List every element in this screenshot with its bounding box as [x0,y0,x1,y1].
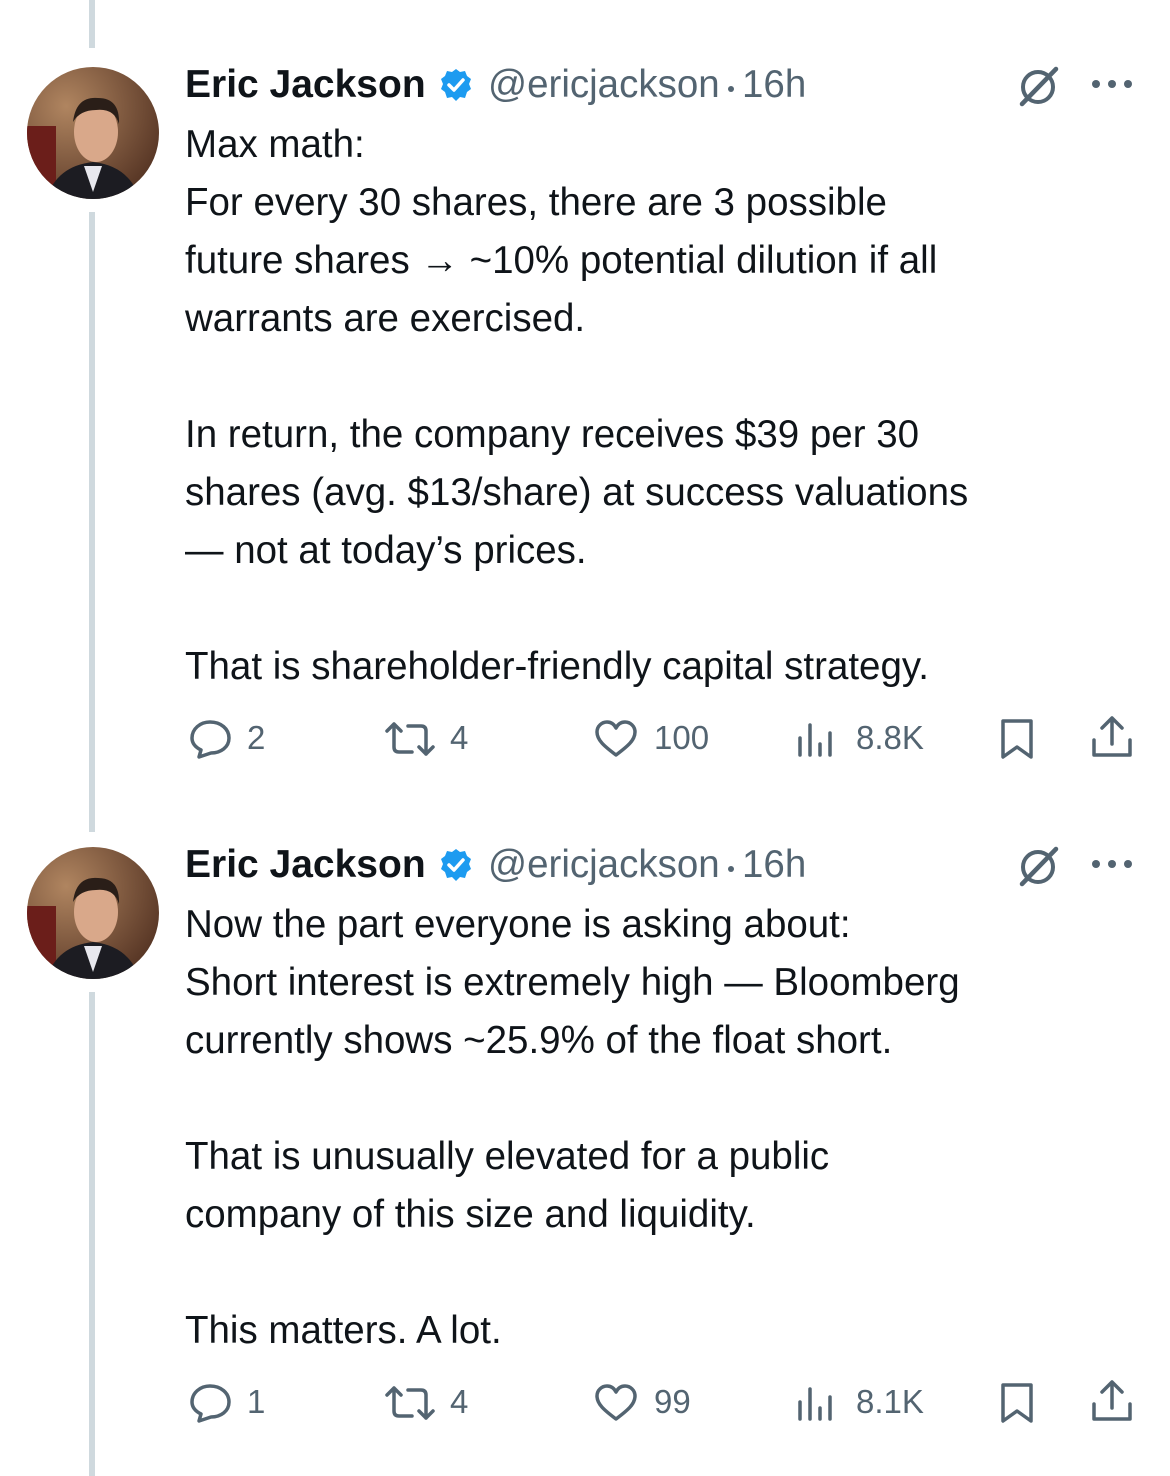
repost-count: 4 [450,1383,469,1420]
like-count: 99 [654,1383,691,1420]
like-icon[interactable] [594,720,638,758]
repost-icon[interactable] [384,721,436,757]
post-text-line: — not at today’s prices. [185,529,587,572]
post-text-line: warrants are exercised. [185,297,586,340]
post-text-line: company of this size and liquidity. [185,1193,756,1236]
views-icon[interactable] [796,1386,836,1422]
post-time: 16h [742,63,807,106]
views-icon[interactable] [796,722,836,758]
post-text-line: For every 30 shares, there are 3 possibl… [185,181,887,224]
post-text-line: future shares → ~10% potential dilution … [185,239,938,282]
verified-badge [441,849,471,881]
separator-dot [728,866,734,872]
post-text-line: In return, the company receives $39 per … [185,413,920,456]
author-handle[interactable]: @ericjackson [488,843,720,886]
separator-dot [728,86,734,92]
view-count: 8.1K [856,1383,924,1420]
repost-icon[interactable] [384,1385,436,1421]
share-icon[interactable] [1090,1380,1134,1424]
post-text-line: This matters. A lot. [185,1309,502,1352]
bookmark-icon[interactable] [1000,718,1034,760]
grok-icon[interactable] [1016,66,1060,107]
post-text-line: That is shareholder-friendly capital str… [185,645,929,688]
author-name: Eric Jackson [185,63,426,106]
share-icon[interactable] [1090,716,1134,760]
more-menu[interactable] [1090,858,1136,870]
like-count: 100 [654,719,710,756]
view-count: 8.8K [856,719,924,756]
author-handle[interactable]: @ericjackson [488,63,720,106]
more-menu[interactable] [1090,78,1136,90]
thread-line [89,212,95,832]
post-text-line: shares (avg. $13/share) at success valua… [185,471,969,514]
reply-icon[interactable] [190,719,232,759]
like-icon[interactable] [594,1384,638,1422]
thread-line [89,0,95,48]
author-name: Eric Jackson [185,843,426,886]
reply-count: 1 [247,1383,266,1420]
bookmark-icon[interactable] [1000,1382,1034,1424]
reply-icon[interactable] [190,1383,232,1423]
post-time: 16h [742,843,807,886]
post-text-line: That is unusually elevated for a public [185,1135,830,1178]
verified-badge [441,69,471,101]
post-text-line: currently shows ~25.9% of the float shor… [185,1019,893,1062]
post-text-line: Short interest is extremely high — Bloom… [185,961,960,1004]
grok-icon[interactable] [1016,846,1060,887]
post-text-line: Now the part everyone is asking about: [185,903,851,946]
repost-count: 4 [450,719,469,756]
avatar [27,847,159,979]
post-text-line: Max math: [185,123,365,166]
thread-line [89,992,95,1476]
reply-count: 2 [247,719,266,756]
avatar [27,67,159,199]
